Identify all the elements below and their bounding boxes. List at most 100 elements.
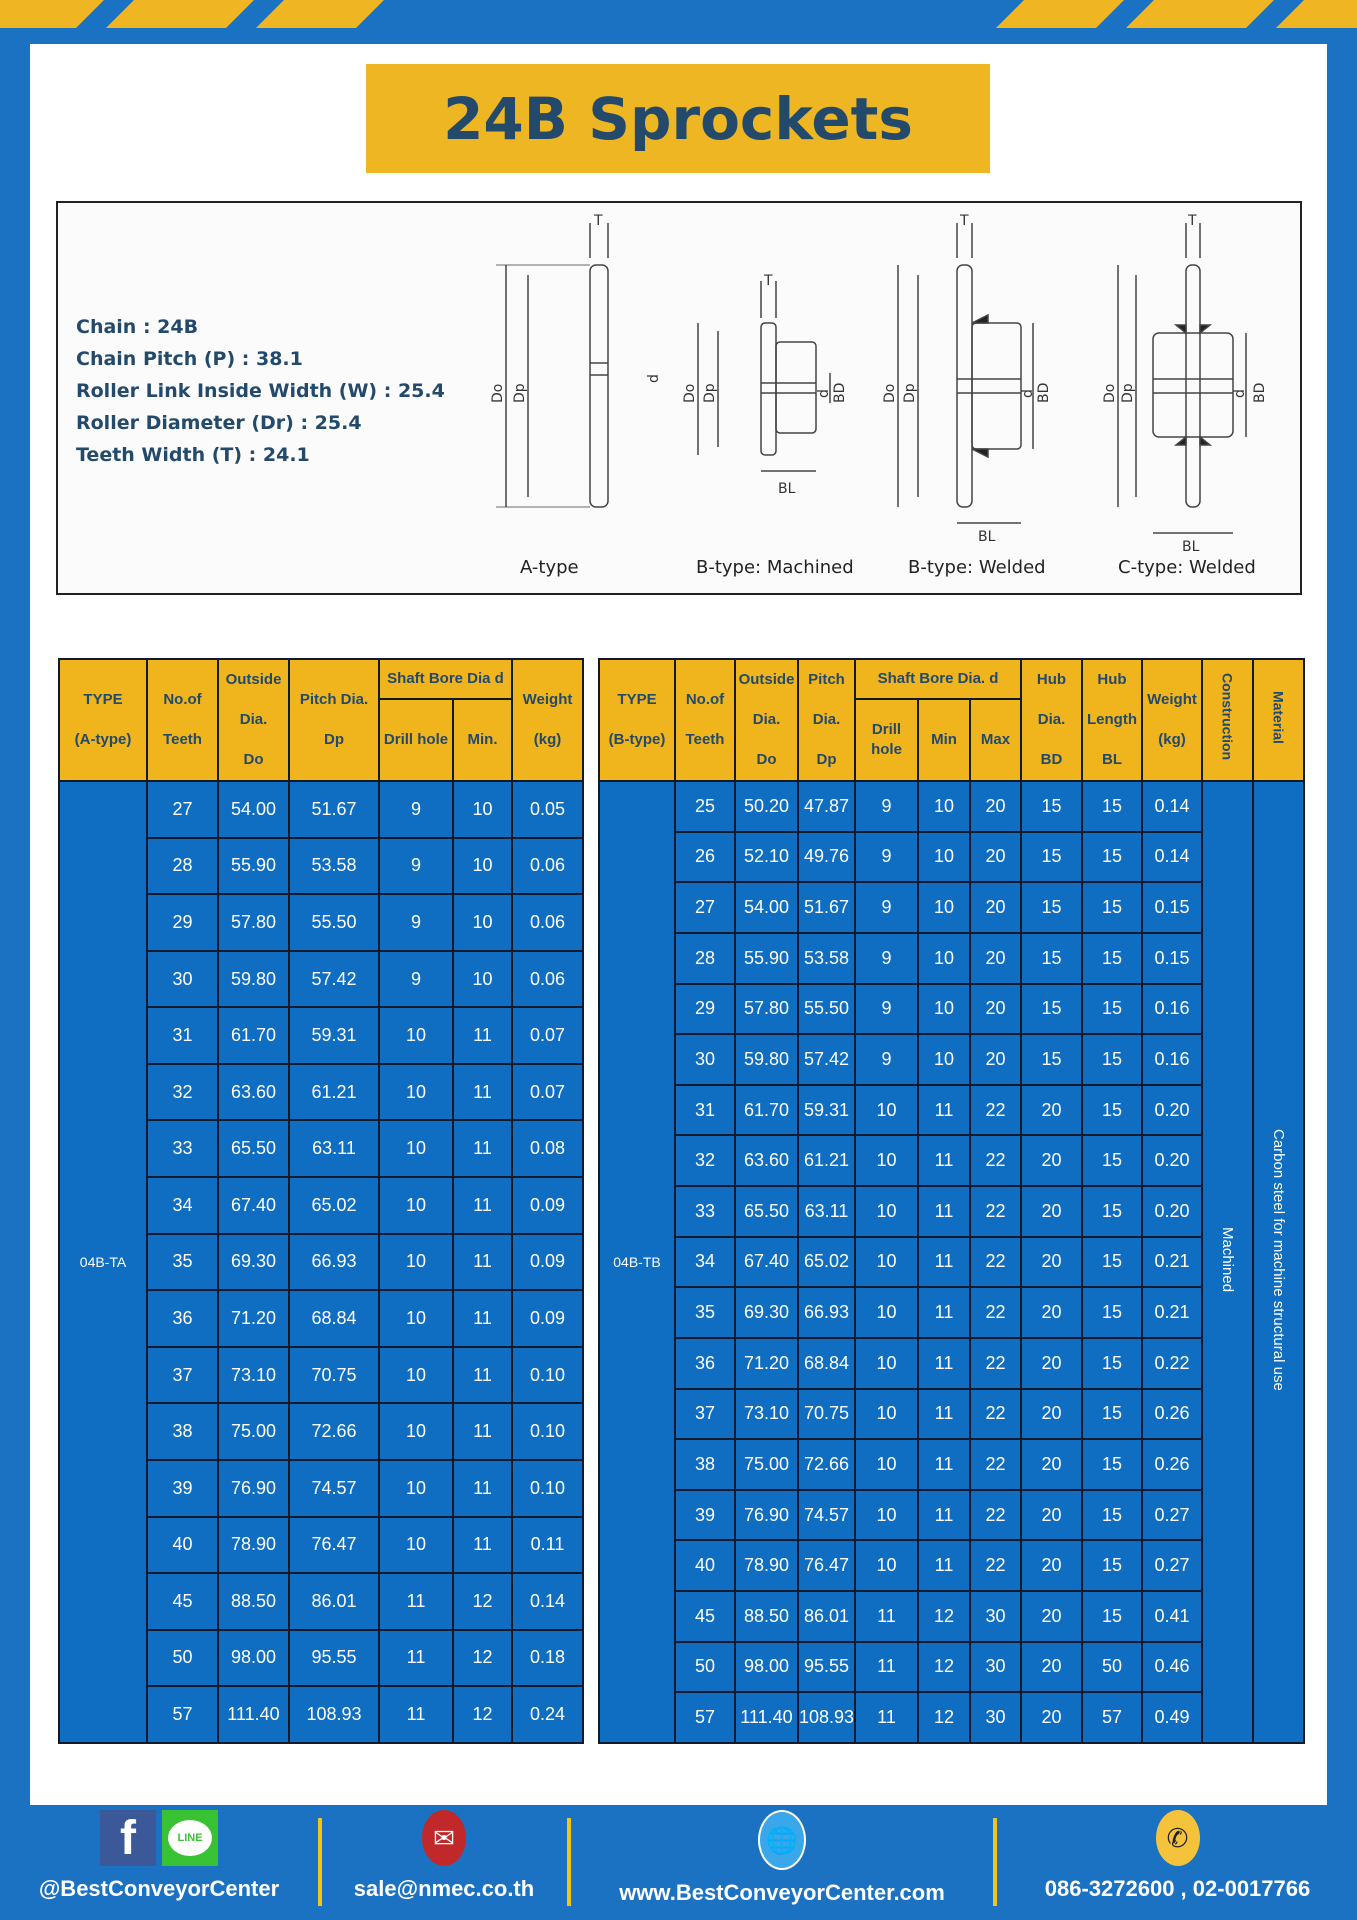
line-icon[interactable]: LINE <box>162 1810 218 1866</box>
table-cell: 30 <box>674 1033 736 1086</box>
phone-icon: ✆ <box>1155 1810 1200 1866</box>
table-cell: 26 <box>674 830 736 884</box>
table-cell: 54.00 <box>217 780 290 839</box>
table-cell: 20 <box>1020 1083 1083 1137</box>
table-cell: 20 <box>1020 1539 1083 1592</box>
caption-b-welded: B-type: Welded <box>908 557 1046 578</box>
footer-social[interactable]: f LINE @BestConveyorCenter <box>38 1810 280 1902</box>
facebook-icon[interactable]: f <box>100 1810 156 1866</box>
b-machined-drawing <box>697 281 831 472</box>
header-construction: Construction <box>1201 658 1254 782</box>
table-cell: 10 <box>854 1336 919 1390</box>
header-shaft-bore: Shaft Bore Dia d <box>378 658 513 700</box>
table-cell: 39 <box>674 1488 736 1542</box>
table-row: 38 75.00 72.66 10 11 0.10 <box>59 1402 584 1461</box>
website-link[interactable]: www.BestConveyorCenter.com <box>619 1880 945 1905</box>
table-cell: 30 <box>146 949 219 1009</box>
table-cell: 73.10 <box>734 1387 799 1441</box>
label-bl-bw: BL <box>978 529 996 545</box>
table-cell: 72.66 <box>288 1402 380 1461</box>
table-cell: 22 <box>969 1336 1022 1390</box>
table-cell: 22 <box>969 1185 1022 1238</box>
footer-website[interactable]: 🌐 www.BestConveyorCenter.com <box>580 1810 984 1906</box>
table-row: 28 55.90 53.58 9 10 0.06 <box>59 836 584 896</box>
table-cell: 30 <box>969 1640 1022 1694</box>
table-cell: 15 <box>1081 1286 1143 1339</box>
table-cell: 15 <box>1081 1033 1143 1086</box>
phone-numbers[interactable]: 086-3272600 , 02-0017766 <box>1044 1876 1311 1901</box>
table-cell: 10 <box>917 982 971 1036</box>
table-cell: 57.80 <box>734 982 799 1036</box>
table-cell: 0.14 <box>1141 780 1203 833</box>
table-cell: 34 <box>674 1235 736 1289</box>
table-cell: 69.30 <box>217 1232 290 1292</box>
table-cell: 15 <box>1081 1185 1143 1238</box>
table-cell: 59.31 <box>288 1006 380 1065</box>
table-cell: 35 <box>674 1286 736 1339</box>
label-do-c: Do <box>1102 384 1118 403</box>
table-cell: 0.20 <box>1141 1083 1203 1137</box>
table-cell: 86.01 <box>288 1572 380 1631</box>
table-cell: 9 <box>378 836 454 896</box>
table-cell: 9 <box>854 780 919 833</box>
label-bd-bm: BD <box>832 383 848 403</box>
table-cell: 12 <box>917 1640 971 1694</box>
table-cell: 38 <box>146 1402 219 1461</box>
table-cell: 61.21 <box>797 1134 856 1187</box>
email-link[interactable]: sale@nmec.co.th <box>353 1876 535 1901</box>
label-d-a: d <box>646 374 662 383</box>
header-hub-dia: Hub Dia. BD <box>1020 658 1083 782</box>
footer-divider <box>567 1818 571 1906</box>
table-cell: 27 <box>674 881 736 934</box>
table-cell: 11 <box>452 1062 513 1122</box>
table-row: 28 55.90 53.58 9 10 20 15 15 0.15 <box>599 931 1304 985</box>
table-cell: 10 <box>378 1515 454 1575</box>
table-cell: 10 <box>854 1438 919 1491</box>
table-cell: 0.11 <box>511 1515 584 1575</box>
table-cell: 30 <box>969 1590 1022 1643</box>
label-bl-bm: BL <box>778 481 796 497</box>
table-cell: 10 <box>917 1033 971 1086</box>
table-cell: 32 <box>674 1134 736 1187</box>
table-row: 35 69.30 66.93 10 11 22 20 15 0.21 <box>599 1286 1304 1339</box>
header-weight: Weight (kg) <box>511 658 584 782</box>
table-cell: 108.93 <box>797 1691 856 1744</box>
table-cell: 0.09 <box>511 1176 584 1235</box>
header-hub-length: Hub Length BL <box>1081 658 1143 782</box>
table-row: 04B-TA 27 54.00 51.67 9 10 0.05 <box>58 780 584 1744</box>
table-cell: 20 <box>969 780 1022 833</box>
table-cell: 0.10 <box>511 1458 584 1518</box>
table-cell: 71.20 <box>217 1289 290 1348</box>
header-material: Material <box>1252 658 1305 782</box>
social-handle[interactable]: @BestConveyorCenter <box>38 1876 280 1901</box>
table-cell: 45 <box>146 1572 219 1631</box>
table-cell: 10 <box>854 1083 919 1137</box>
table-cell: 0.21 <box>1141 1235 1203 1289</box>
table-cell: 20 <box>969 1033 1022 1086</box>
table-cell: 0.09 <box>511 1232 584 1292</box>
table-cell: 52.10 <box>734 830 799 884</box>
table-cell: 10 <box>378 1345 454 1405</box>
table-cell: 22 <box>969 1286 1022 1339</box>
spec-pitch: Chain Pitch (P) : 38.1 <box>76 348 303 370</box>
table-cell: 11 <box>452 1176 513 1235</box>
table-cell: 29 <box>146 893 219 952</box>
header-outside-dia: Outside Dia. Do <box>217 658 290 782</box>
table-cell: 10 <box>452 836 513 896</box>
table-row: 50 98.00 95.55 11 12 30 20 50 0.46 <box>599 1640 1304 1694</box>
table-cell: 0.16 <box>1141 982 1203 1036</box>
footer-phone[interactable]: ✆ 086-3272600 , 02-0017766 <box>1005 1810 1350 1902</box>
header-min: Min. <box>452 698 513 782</box>
table-cell: 73.10 <box>217 1345 290 1405</box>
table-cell: 10 <box>378 1458 454 1518</box>
table-cell: 0.10 <box>511 1345 584 1405</box>
table-row: 31 61.70 59.31 10 11 22 20 15 0.20 <box>599 1083 1304 1137</box>
table-row: 04B-TB 25 50.20 47.87 9 10 20 15 15 0.14 Machined C… <box>598 780 1305 1744</box>
table-cell: 11 <box>452 1402 513 1461</box>
footer-email[interactable]: ✉ sale@nmec.co.th <box>330 1810 558 1902</box>
table-cell: 57.42 <box>288 949 380 1009</box>
table-cell: 10 <box>452 949 513 1009</box>
type-cell: 04B-TA <box>58 780 148 1744</box>
table-row: 39 76.90 74.57 10 11 0.10 <box>59 1458 584 1518</box>
table-cell: 0.46 <box>1141 1640 1203 1694</box>
